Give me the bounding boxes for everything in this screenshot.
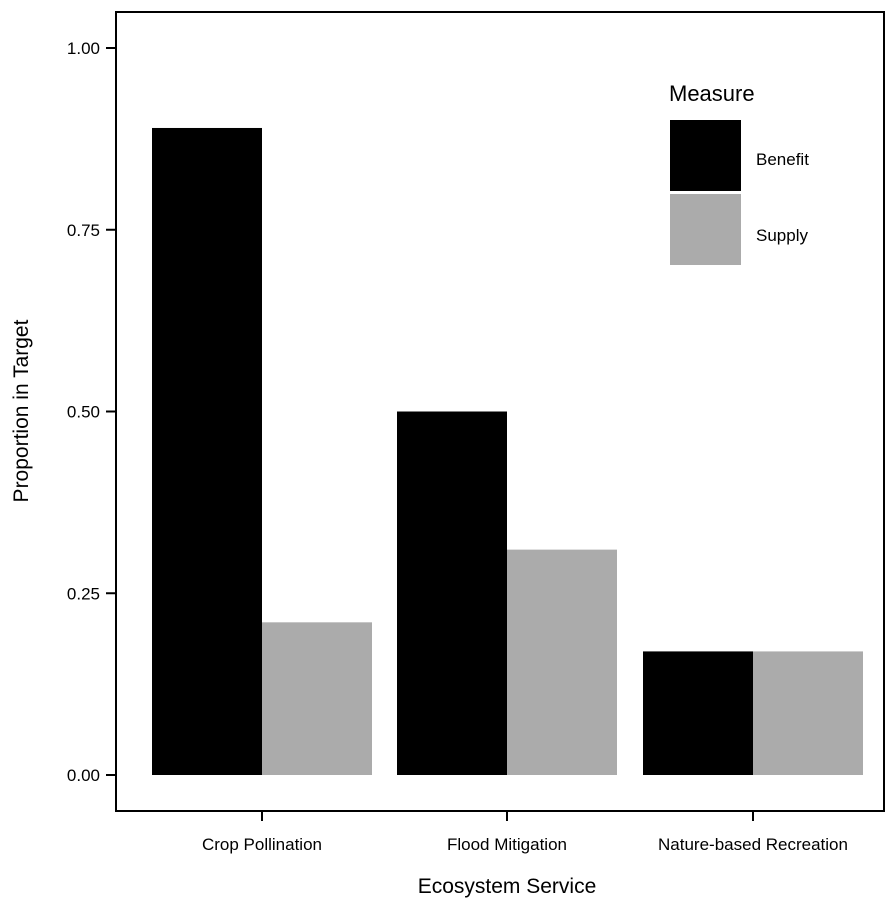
legend-label-benefit: Benefit	[756, 150, 809, 169]
x-axis: Crop Pollination Flood Mitigation Nature-b…	[202, 811, 848, 854]
x-axis-title: Ecosystem Service	[418, 875, 597, 898]
bar-supply-3	[753, 651, 863, 775]
legend-swatch-benefit	[670, 120, 741, 191]
y-tick-label: 1.00	[67, 39, 100, 58]
bar-benefit-2	[397, 411, 507, 775]
x-tick-label: Nature-based Recreation	[658, 835, 848, 854]
bar-benefit-1	[152, 127, 262, 776]
y-axis: 0.00 0.25 0.50 0.75 1.00	[67, 39, 116, 785]
legend-label-supply: Supply	[756, 226, 808, 245]
x-tick-label: Flood Mitigation	[447, 835, 567, 854]
legend: Measure Benefit Supply	[669, 81, 809, 265]
legend-title: Measure	[669, 81, 755, 106]
bars	[152, 127, 863, 776]
bar-supply-1	[262, 622, 372, 775]
bar-benefit-3	[643, 651, 753, 775]
y-tick-label: 0.50	[67, 403, 100, 422]
x-tick-label: Crop Pollination	[202, 835, 322, 854]
y-tick-label: 0.75	[67, 221, 100, 240]
y-tick-label: 0.25	[67, 584, 100, 603]
y-tick-label: 0.00	[67, 766, 100, 785]
y-axis-title: Proportion in Target	[10, 319, 33, 502]
legend-swatch-supply	[670, 194, 741, 265]
bar-supply-2	[507, 549, 617, 775]
